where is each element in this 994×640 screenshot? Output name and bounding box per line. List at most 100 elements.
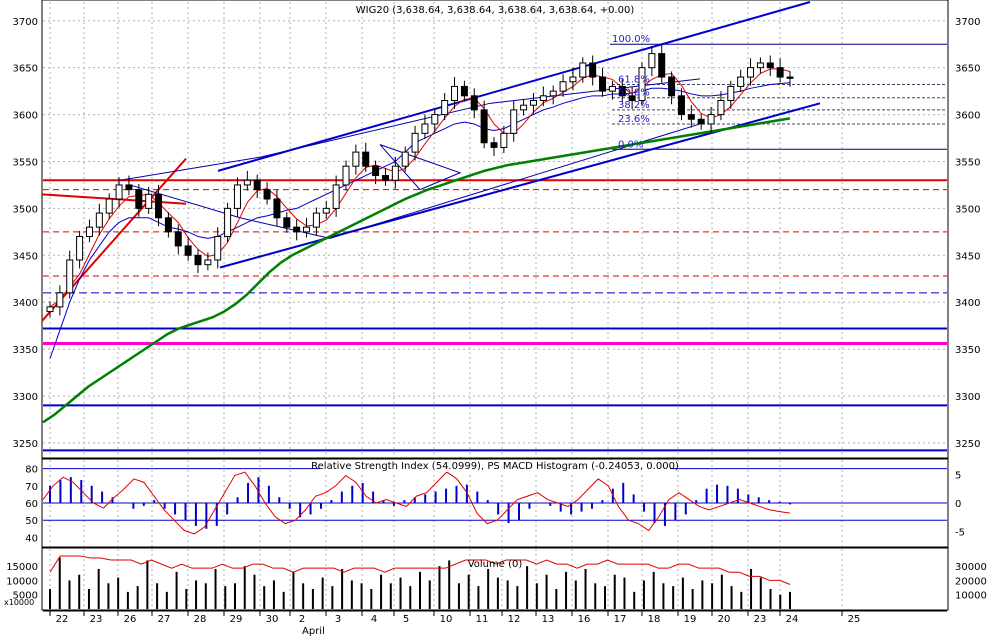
candle-body (549, 90, 557, 97)
x-tick-label: 20 (718, 614, 731, 625)
macd-tick-label: 5 (955, 470, 961, 481)
fib-label: 61.8% (618, 75, 650, 86)
price-tick-label-right: 3500 (955, 204, 980, 215)
price-title: WIG20 (3,638.64, 3,638.64, 3,638.64, 3,6… (356, 5, 635, 16)
volume-tick-label-right: 10000 (955, 591, 987, 602)
price-tick-label-left: 3250 (13, 439, 38, 450)
ma-fast-line (49, 82, 791, 359)
candle-body (668, 76, 676, 97)
volume-tick-label-left: 5000 (13, 591, 38, 602)
candle-body (589, 62, 597, 78)
candle-body (214, 236, 222, 261)
candle-body (105, 198, 113, 214)
x-tick-label: 12 (508, 614, 521, 625)
candle-body (697, 118, 705, 125)
candle-body (342, 165, 350, 186)
x-tick-label: 23 (754, 614, 767, 625)
volume-tick-label-left: 15000 (6, 562, 38, 573)
candle-body (224, 207, 232, 238)
x-tick-label: 22 (56, 614, 69, 625)
rsi-line (42, 471, 791, 535)
fib-label: 38.2% (618, 100, 650, 111)
candle-body (756, 62, 764, 69)
candle-body (707, 114, 715, 125)
rsi-title: Relative Strength Index (54.0999), PS MA… (311, 461, 679, 472)
price-tick-label-left: 3450 (13, 251, 38, 262)
candle-body (677, 95, 685, 116)
candle-body (717, 100, 725, 116)
x-tick-label: 30 (266, 614, 279, 625)
price-tick-label-right: 3350 (955, 345, 980, 356)
candle-body (737, 76, 745, 87)
price-tick-label-left: 3650 (13, 64, 38, 75)
volume-tick-label-left: 10000 (6, 576, 38, 587)
fib-label: 0.0% (618, 139, 643, 150)
x-tick-label: 10 (440, 614, 453, 625)
date-axis: 22 23 26 27 28 29 30 2 3 4 5 10 11 12 13 16 17 18 19 20 23 24… (43, 610, 947, 625)
price-y-axis-right: 3250 3300 3350 3400 3450 3500 3550 3600 3650 3700 (955, 17, 980, 450)
x-tick-label: 19 (684, 614, 697, 625)
candle-body (648, 53, 656, 69)
candle-body (500, 132, 508, 148)
rsi-y-axis-right: -5 0 5 (955, 470, 965, 538)
candle-body (322, 207, 330, 214)
macd-tick-label: 0 (955, 499, 961, 510)
price-tick-label-right: 3300 (955, 392, 980, 403)
x-tick-label: 3 (335, 614, 341, 625)
candle-body (401, 151, 409, 167)
macd-tick-label: -5 (955, 528, 965, 539)
fib-label: 50.0% (618, 88, 650, 99)
candle-body (628, 95, 636, 102)
candle-body (569, 76, 577, 83)
x-tick-label: 5 (403, 614, 409, 625)
rsi-tick-label: 50 (25, 516, 38, 527)
ma-short-line (49, 68, 791, 308)
candle-body (431, 114, 439, 125)
price-level-lines (43, 43, 947, 452)
x-tick-label: 18 (648, 614, 661, 625)
x-tick-label: 28 (194, 614, 207, 625)
candle-body (135, 189, 143, 209)
candle-body (618, 85, 626, 97)
candle-body (95, 212, 103, 228)
volume-panel-frame (41, 547, 949, 611)
candle-body (293, 226, 301, 233)
volume-title: Volume (0) (468, 559, 523, 570)
candle-body (303, 226, 311, 233)
x-tick-label: 4 (371, 614, 377, 625)
candle-body (273, 198, 281, 219)
x-month-label: April (302, 626, 325, 636)
candle-body (766, 62, 774, 69)
x-tick-label: 26 (124, 614, 137, 625)
candle-body (451, 85, 459, 102)
fibonacci-labels: 100.0% 61.8% 50.0%38.2% 23.6% 0.0% (612, 34, 650, 150)
rsi-y-axis-left: 40 50 60 70 80 (25, 465, 38, 545)
volume-tick-label-right: 30000 (955, 562, 987, 573)
price-tick-label-left: 3400 (13, 298, 38, 309)
candle-body (263, 189, 271, 200)
price-tick-label-left: 3350 (13, 345, 38, 356)
price-tick-label-right: 3700 (955, 17, 980, 28)
candle-body (510, 109, 518, 134)
price-tick-label-right: 3650 (955, 64, 980, 75)
x-tick-label: 25 (848, 614, 861, 625)
candle-body (520, 104, 528, 111)
price-tick-label-right: 3400 (955, 298, 980, 309)
rsi-tick-label: 80 (25, 465, 38, 476)
candle-body (145, 193, 153, 209)
candle-body (312, 212, 320, 228)
x-tick-label: 2 (299, 614, 305, 625)
candle-body (243, 179, 251, 186)
price-tick-label-left: 3700 (13, 17, 38, 28)
candle-body (85, 226, 93, 238)
candle-body (46, 306, 54, 313)
fib-label: 100.0% (612, 34, 650, 45)
price-tick-label-left: 3550 (13, 157, 38, 168)
price-candles (46, 44, 794, 318)
candle-body (608, 85, 616, 92)
candle-body (174, 231, 182, 247)
candle-body (579, 62, 587, 78)
trend-line-red (41, 158, 187, 322)
